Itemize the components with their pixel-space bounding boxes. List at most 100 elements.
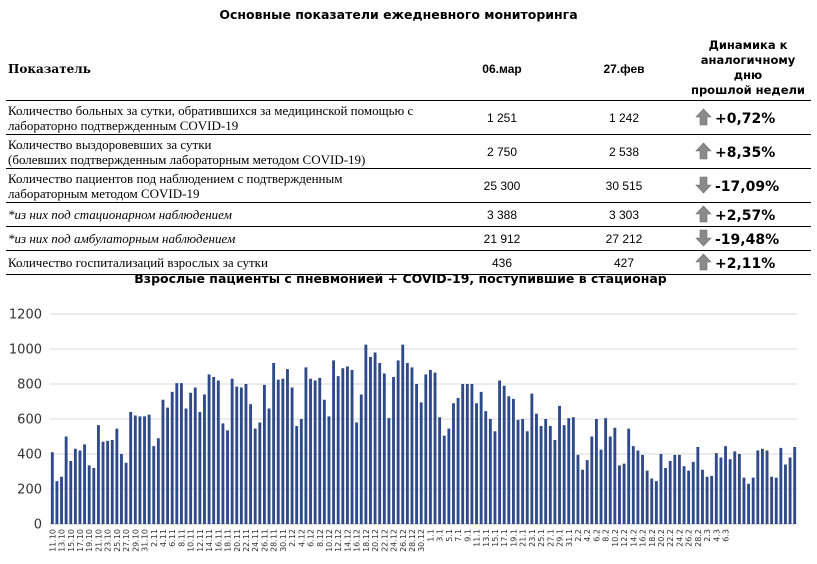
x-tick-label: 23.1: [528, 529, 537, 547]
bar: [599, 449, 603, 525]
row-dynamics: +2,57%: [685, 202, 811, 227]
bar: [410, 367, 414, 525]
x-tick-label: 20.12: [371, 529, 380, 552]
arrow-up-icon: [695, 142, 712, 160]
row-value-date-2: 30 515: [563, 168, 685, 203]
bar: [493, 431, 497, 524]
bar: [498, 380, 502, 524]
row-value-date-1: 21 912: [441, 226, 563, 251]
bar: [622, 463, 626, 525]
x-tick-label: 28.12: [408, 529, 417, 552]
bar: [438, 417, 442, 524]
bar: [106, 440, 110, 525]
row-label-line: (болевших подтвержденным лабораторным ме…: [8, 151, 366, 167]
row-value-date-2: 3 303: [563, 202, 685, 227]
bar: [69, 461, 73, 524]
row-value-date-1: 2 750: [441, 134, 563, 169]
bar: [470, 384, 474, 524]
bar: [507, 396, 511, 524]
row-dynamics-value: +0,72%: [715, 111, 776, 127]
x-tick-label: 31.1: [565, 529, 574, 547]
x-tick-label: 10.12: [325, 529, 334, 552]
x-tick-label: 11.1: [473, 529, 482, 547]
x-tick-label: 15.10: [67, 529, 76, 552]
bar: [479, 391, 483, 525]
table-row: *из них под амбулаторным наблюдением 21 …: [6, 226, 811, 251]
bar: [286, 369, 289, 525]
row-label: Количество выздоровевших за сутки (болев…: [6, 134, 441, 169]
bar: [405, 363, 409, 524]
bar: [691, 461, 695, 525]
bar: [719, 457, 723, 524]
bar: [770, 476, 774, 524]
bar: [359, 394, 363, 524]
bar: [424, 374, 428, 525]
bar: [64, 436, 68, 524]
bar: [392, 377, 395, 524]
bar: [290, 387, 294, 524]
table-row: Количество госпитализаций взрослых за су…: [6, 250, 811, 275]
bar: [535, 413, 538, 524]
bar: [341, 368, 345, 524]
y-tick-label: 1200: [9, 308, 42, 323]
x-tick-label: 6.11: [168, 529, 177, 547]
bar: [373, 352, 377, 524]
x-tick-label: 26.12: [399, 529, 408, 552]
bar: [166, 407, 170, 525]
bar: [355, 422, 359, 524]
bar: [221, 423, 225, 525]
bar: [161, 399, 165, 524]
x-tick-label: 19.10: [85, 529, 94, 552]
x-tick-label: 13.1: [482, 529, 491, 547]
bar: [419, 402, 423, 524]
bar: [608, 436, 612, 524]
bar: [585, 460, 589, 525]
bar: [475, 403, 478, 524]
bar: [332, 360, 336, 525]
bar: [576, 454, 580, 525]
header-date-1: 06.мар: [441, 38, 563, 101]
bar: [516, 419, 520, 525]
bar: [774, 477, 778, 525]
bar: [659, 454, 663, 524]
bar: [147, 414, 151, 524]
bar: [110, 440, 114, 524]
bar: [189, 392, 193, 524]
bar: [539, 426, 543, 524]
bar: [724, 446, 727, 525]
arrow-up-icon: [695, 205, 712, 223]
row-label-line: Количество пациентов под наблюдением с п…: [8, 170, 343, 186]
y-axis-ticks: 0 200 400 600 800 1000 1200: [9, 308, 42, 533]
x-tick-label: 2.2: [574, 529, 583, 542]
x-tick-label: 16.11: [214, 529, 223, 552]
row-label: *из них под стационарном наблюдением: [6, 202, 441, 227]
header-dynamics-line-2: аналогичному дню: [700, 53, 796, 82]
bar: [115, 428, 119, 525]
table-row: Количество выздоровевших за сутки (болев…: [6, 134, 811, 169]
bar: [645, 470, 649, 525]
x-tick-label: 30.12: [417, 529, 426, 552]
x-tick-label: 17.1: [500, 529, 509, 547]
bar: [544, 419, 548, 524]
bar: [784, 464, 787, 524]
bar: [553, 440, 557, 524]
row-dynamics-value: +2,11%: [715, 256, 776, 272]
x-tick-label: 4.11: [159, 529, 168, 547]
x-tick-label: 26.2: [685, 529, 694, 547]
bar: [765, 450, 769, 524]
monitoring-table: Показатель 06.мар 27.фев Динамика к анал…: [6, 38, 811, 275]
x-tick-label: 27.1: [546, 529, 555, 547]
bar: [714, 453, 718, 525]
row-label: Количество больных за сутки, обратившихс…: [6, 100, 441, 135]
bar: [682, 466, 686, 524]
bar: [73, 448, 77, 524]
x-tick-label: 22.11: [242, 529, 251, 552]
bar: [322, 399, 326, 524]
bar: [364, 344, 368, 525]
bar: [235, 386, 239, 525]
bar: [677, 454, 681, 525]
bar: [55, 481, 59, 525]
bar: [631, 446, 635, 525]
bar: [262, 384, 266, 525]
bar: [272, 363, 276, 524]
